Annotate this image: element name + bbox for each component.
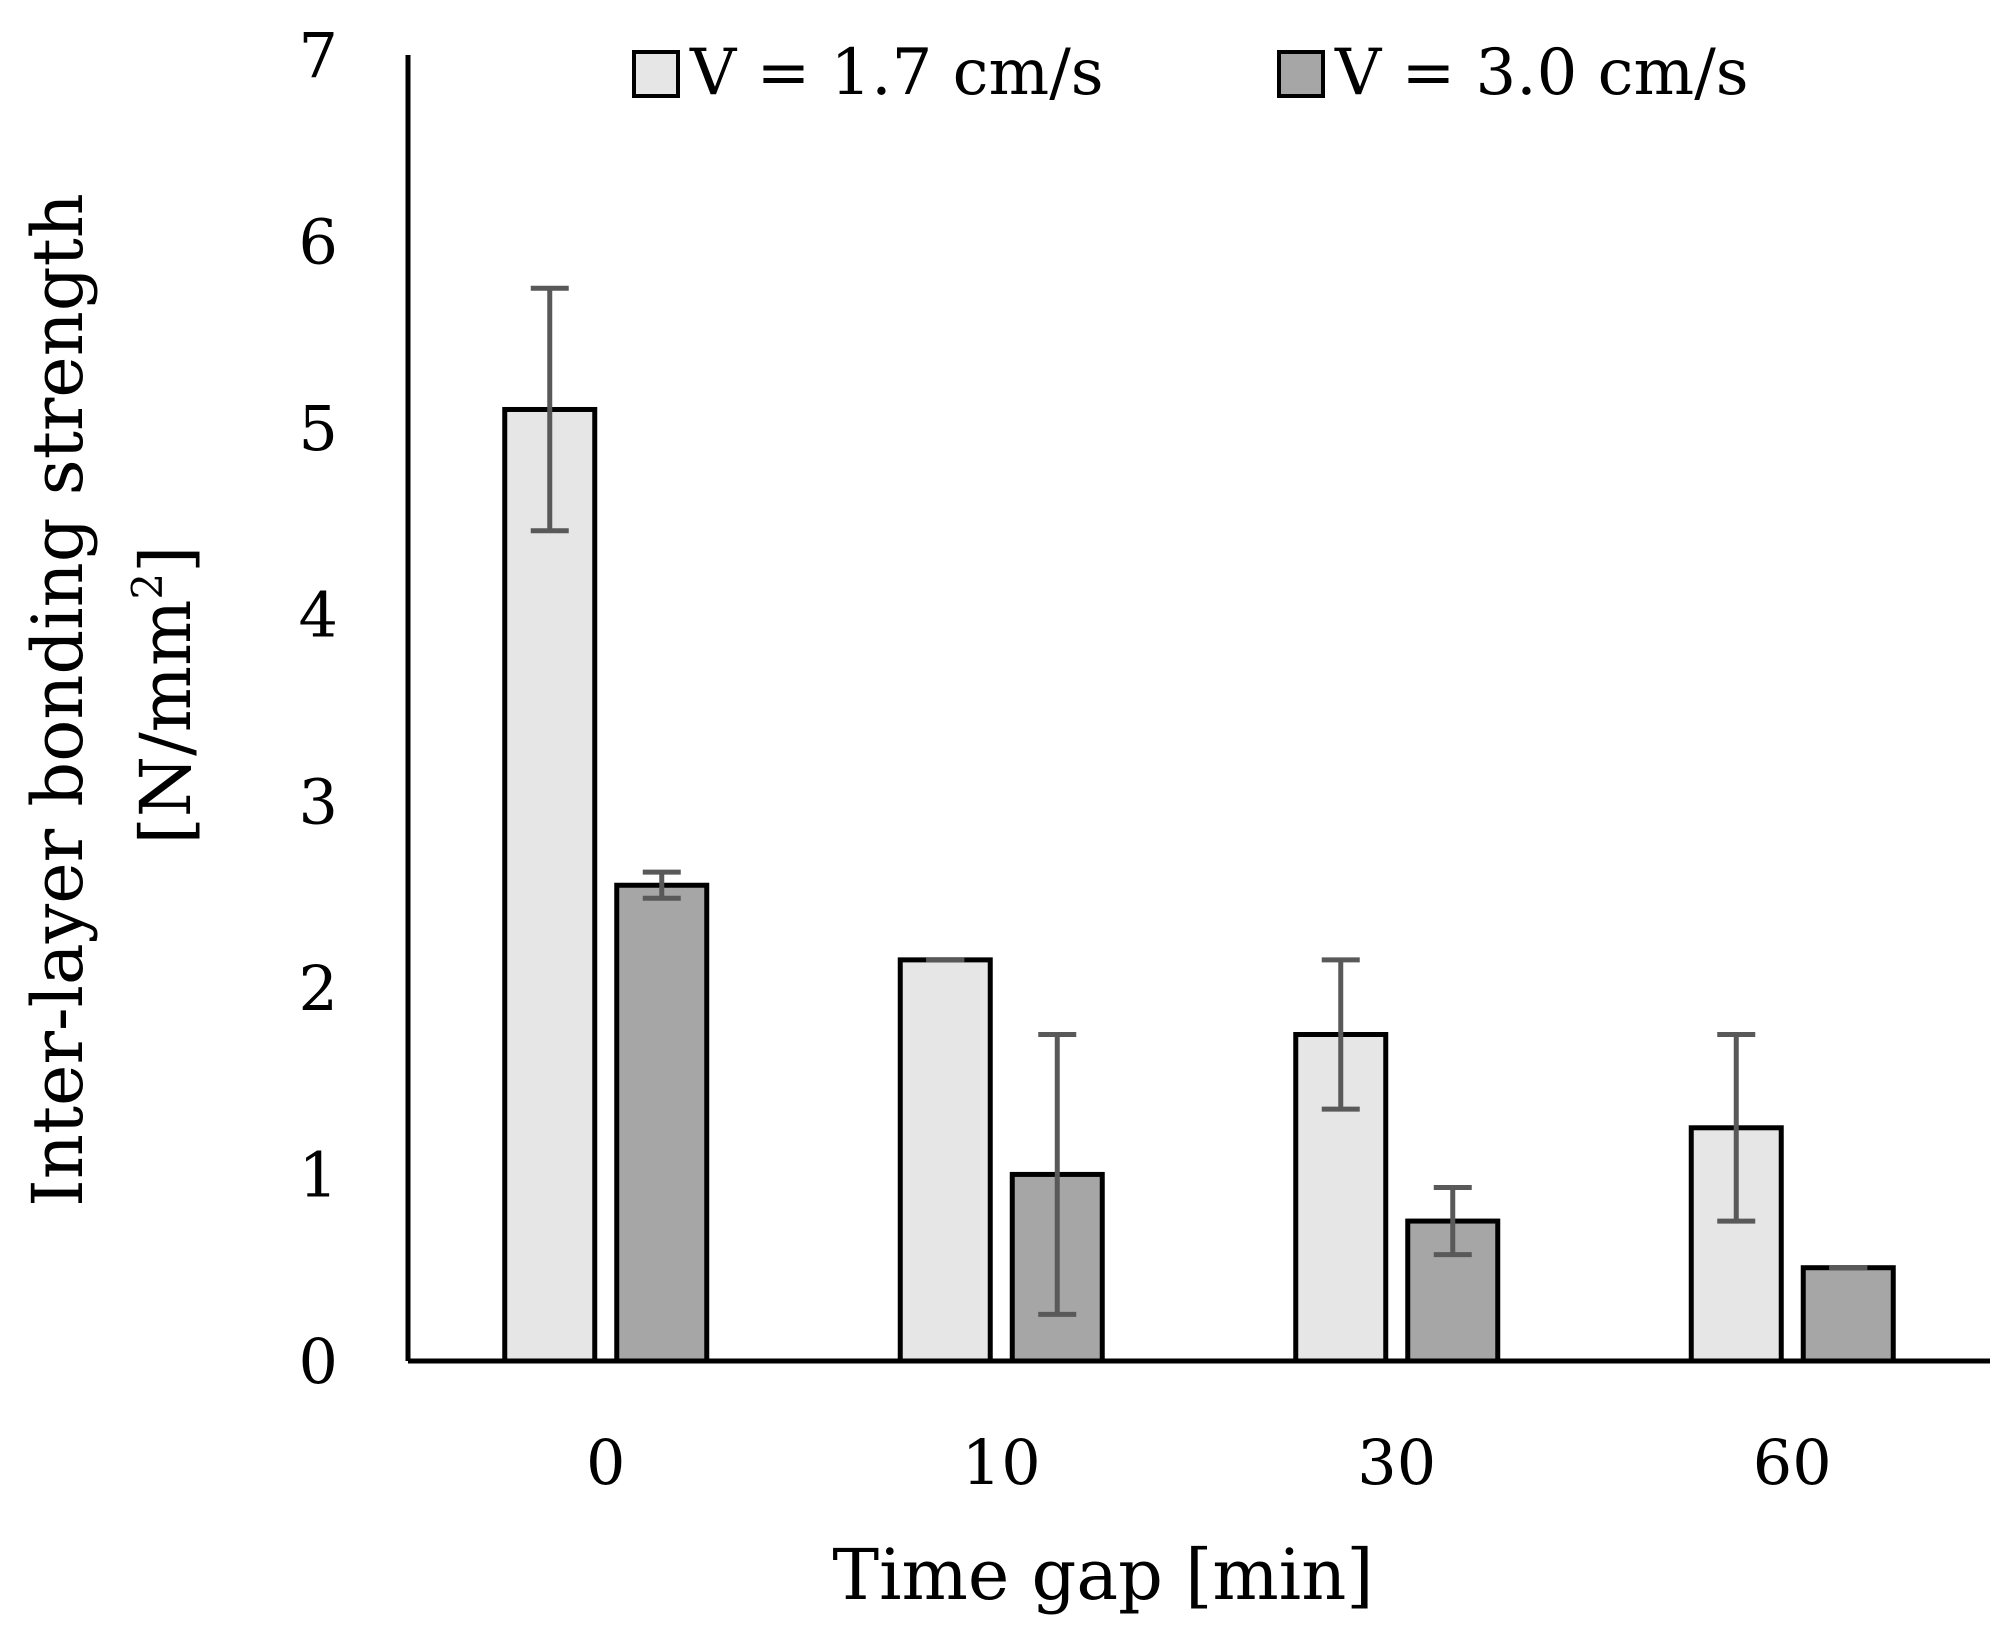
y-tick-label: 3: [299, 765, 338, 838]
x-tick-label: 10: [962, 1426, 1041, 1499]
x-axis-title: Time gap [min]: [832, 1534, 1373, 1616]
error-bar-series-1-cat-0: [642, 869, 681, 901]
legend-swatch-v30: [1277, 50, 1325, 98]
axes: [405, 55, 1990, 1364]
y-tick-label: 7: [299, 19, 338, 92]
error-bar-series-0-cat-60: [1717, 1032, 1756, 1224]
legend-label-v17: V = 1.7 cm/s: [689, 36, 1104, 110]
x-tick-label: 0: [586, 1426, 625, 1499]
y-axis-units-superscript: 2: [123, 573, 172, 600]
y-tick-labels: 0 1 2 3 4 5 6 7: [299, 19, 338, 1398]
x-tick-label: 60: [1753, 1426, 1832, 1499]
y-tick-label: 4: [299, 579, 338, 652]
svg-text:[N/mm2]: [N/mm2]: [123, 546, 207, 845]
legend: V = 1.7 cm/s V = 3.0 cm/s: [632, 36, 1749, 110]
y-axis-title-units: [N/mm2]: [123, 546, 207, 845]
bar-series-0-cat-0: [502, 406, 598, 1364]
bar-series-1-cat-0: [614, 882, 710, 1364]
y-axis-title: Inter-layer bonding strength: [17, 193, 99, 1207]
error-bar-series-0-cat-0: [530, 285, 569, 534]
legend-swatch-v17: [632, 50, 680, 98]
x-tick-label: 30: [1357, 1426, 1436, 1499]
bar-series-1-cat-60: [1800, 1265, 1896, 1364]
bar-series-0-cat-60: [1688, 1125, 1784, 1364]
y-tick-label: 0: [299, 1325, 338, 1398]
bar-series-0-cat-10: [897, 957, 993, 1364]
error-bar-series-0-cat-30: [1321, 957, 1360, 1112]
x-tick-labels: 0 10 30 60: [586, 1426, 1832, 1499]
y-tick-label: 5: [299, 392, 338, 465]
error-bars: [530, 285, 1868, 1317]
y-axis-units-suffix: ]: [125, 546, 207, 573]
error-bar-series-1-cat-30: [1433, 1184, 1472, 1258]
y-axis-units-prefix: [N/mm: [125, 600, 207, 845]
legend-label-v30: V = 3.0 cm/s: [1334, 36, 1749, 110]
error-bar-series-1-cat-10: [1038, 1032, 1077, 1317]
y-tick-label: 2: [299, 952, 338, 1025]
y-tick-label: 6: [299, 206, 338, 279]
bars: [502, 406, 1896, 1364]
y-tick-label: 1: [299, 1138, 338, 1211]
y-axis-title-line1: Inter-layer bonding strength: [17, 193, 99, 1207]
